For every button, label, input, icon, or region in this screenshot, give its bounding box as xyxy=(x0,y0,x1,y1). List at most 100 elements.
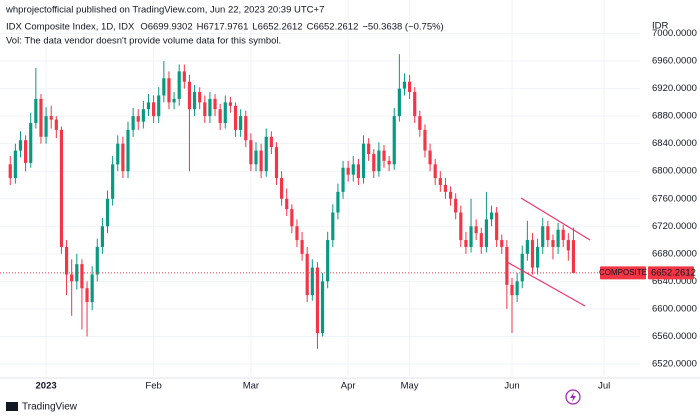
y-tick-label: 6840.0000 xyxy=(652,138,697,149)
candle-body xyxy=(13,150,17,179)
candle-body xyxy=(24,140,28,163)
candle-body xyxy=(418,116,422,130)
trend-line xyxy=(520,197,591,241)
last-price-tag-bg xyxy=(648,266,694,280)
candle-body xyxy=(428,150,432,165)
grid xyxy=(0,0,640,375)
y-tick-label: 6880.0000 xyxy=(652,111,697,122)
candle-body xyxy=(172,98,176,103)
candle-body xyxy=(495,212,499,241)
candle-body xyxy=(479,233,483,247)
published-note: whprojectofficial published on TradingVi… xyxy=(5,5,324,16)
candle-body xyxy=(500,240,504,247)
candle-body xyxy=(459,212,463,241)
candle-body xyxy=(382,150,386,161)
candle-body xyxy=(218,109,222,124)
candle-body xyxy=(351,164,355,175)
x-tick-label: Jul xyxy=(598,381,610,392)
candle-body xyxy=(44,116,48,137)
candle-body xyxy=(182,71,186,82)
x-tick-label: Jun xyxy=(504,381,519,392)
y-tick-label: 7000.0000 xyxy=(652,28,697,39)
candle-body xyxy=(413,92,417,117)
candle-body xyxy=(152,102,156,117)
candle-body xyxy=(300,240,304,254)
candle-body xyxy=(146,102,151,110)
candle-body xyxy=(49,116,53,120)
x-tick-label: Mar xyxy=(243,381,259,392)
volume-note: Vol: The data vendor doesn't provide vol… xyxy=(6,36,281,47)
candle-body xyxy=(448,191,453,199)
legend-value: H6717.9761 xyxy=(197,22,249,33)
y-tick-label: 6640.0000 xyxy=(652,276,697,287)
candle-body xyxy=(520,253,524,282)
currency: IDR xyxy=(652,21,669,32)
candle-body xyxy=(64,246,69,275)
y-tick-label: 6760.0000 xyxy=(652,193,697,204)
candle-body xyxy=(244,116,248,141)
candle-body xyxy=(387,160,391,165)
candle-body xyxy=(433,164,437,179)
candle-body xyxy=(249,140,253,165)
candle-body xyxy=(121,143,125,172)
candle-body xyxy=(315,267,320,334)
candle-body xyxy=(167,78,171,103)
symbol-name: IDX Composite Index, 1D, IDX xyxy=(6,22,135,33)
candle-body xyxy=(454,198,458,213)
candle-body xyxy=(90,274,94,303)
y-tick-label: 6680.0000 xyxy=(652,248,697,259)
candle-body xyxy=(515,281,519,296)
candle-body xyxy=(198,92,202,103)
x-tick-label: Feb xyxy=(145,381,161,392)
candle-body xyxy=(100,226,104,247)
candle-body xyxy=(70,274,74,282)
candle-body xyxy=(408,81,412,93)
ohlc-legend: O6699.9302 H6717.9761 L6652.2612 C6652.2612… xyxy=(140,22,443,33)
legend-value: L6652.2612 xyxy=(252,22,302,33)
candle-body xyxy=(464,240,468,247)
candle-body xyxy=(525,240,529,254)
candle-body xyxy=(541,226,545,247)
candle-body xyxy=(136,116,140,122)
candle-body xyxy=(29,123,33,163)
symbol-tag-bg xyxy=(600,266,646,280)
candle-body xyxy=(192,92,197,110)
candle-body xyxy=(484,219,488,247)
ideas-icon-bolt xyxy=(570,392,576,402)
candle-body xyxy=(80,264,84,289)
candle-body xyxy=(377,150,381,172)
tv-logo xyxy=(6,402,18,411)
candle-body xyxy=(254,150,258,165)
candle-body xyxy=(274,147,279,179)
candle-body xyxy=(131,116,135,130)
candle-body xyxy=(95,246,99,275)
legend-value: C6652.2612 xyxy=(307,22,359,33)
candle-body xyxy=(566,240,570,251)
candle-body xyxy=(285,198,289,210)
candle-body xyxy=(392,116,396,165)
y-tick-label: 6720.0000 xyxy=(652,221,697,232)
candle-body xyxy=(510,284,514,296)
candle-body xyxy=(177,71,181,99)
symbol-tag: COMPOSITE xyxy=(599,268,647,277)
candle-body xyxy=(295,226,299,241)
candle-body xyxy=(341,167,345,192)
candle-body xyxy=(310,267,314,296)
candle-body xyxy=(402,81,407,89)
y-tick-label: 6600.0000 xyxy=(652,303,697,314)
candle-body xyxy=(116,143,120,165)
y-tick-label: 6800.0000 xyxy=(652,166,697,177)
candle-body xyxy=(331,212,335,241)
candle-body xyxy=(290,209,294,227)
candle-body xyxy=(111,164,115,199)
candle-body xyxy=(126,129,130,172)
candle-body xyxy=(556,229,560,247)
legend-value: O6699.9302 xyxy=(140,22,192,33)
y-tick-label: 6960.0000 xyxy=(652,56,697,67)
trend-line xyxy=(506,261,586,307)
candle-body xyxy=(208,98,212,117)
candle-body xyxy=(505,246,509,285)
ideas-icon[interactable] xyxy=(565,389,581,405)
footer-brand: TradingView xyxy=(22,402,78,413)
